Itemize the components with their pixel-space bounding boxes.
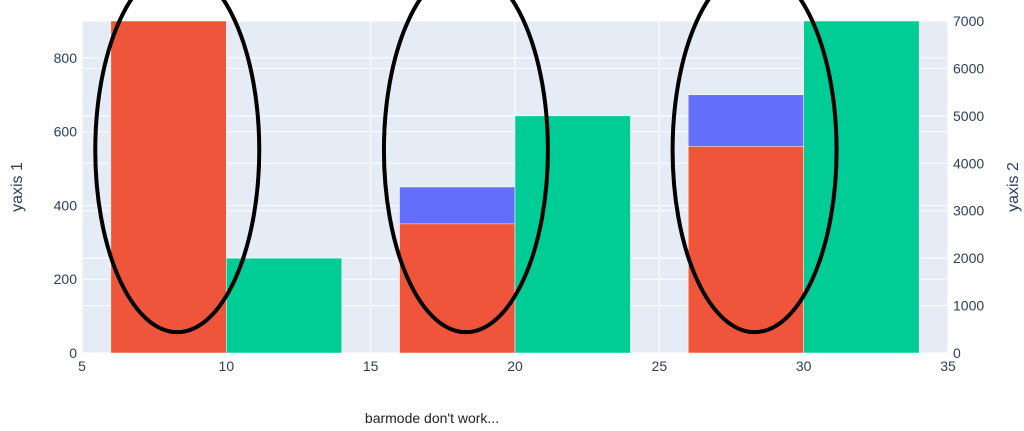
bar-series-2 bbox=[687, 146, 804, 354]
y2-tick-label: 5000 bbox=[953, 108, 984, 124]
y1-tick-label: 200 bbox=[54, 271, 78, 287]
x-tick-label: 30 bbox=[796, 358, 812, 374]
bars bbox=[110, 20, 920, 354]
x-tick-label: 25 bbox=[652, 358, 668, 374]
y2-tick-label: 7000 bbox=[953, 13, 984, 29]
annotation-ellipse bbox=[93, 0, 262, 335]
bar-series-2 bbox=[399, 223, 516, 354]
x-tick-label: 10 bbox=[219, 358, 235, 374]
y1-tick-label: 400 bbox=[54, 197, 78, 213]
bar-series-3 bbox=[514, 115, 631, 354]
y1-tick-label: 0 bbox=[69, 345, 77, 361]
y1-axis-title: yaxis 1 bbox=[9, 162, 26, 212]
y1-tick-label: 800 bbox=[54, 50, 78, 66]
y2-tick-label: 3000 bbox=[953, 203, 984, 219]
y2-tick-label: 1000 bbox=[953, 298, 984, 314]
y2-axis-title: yaxis 2 bbox=[1005, 162, 1022, 212]
annotations bbox=[93, 0, 839, 335]
y1-tick-label: 600 bbox=[54, 124, 78, 140]
x-tick-label: 20 bbox=[507, 358, 523, 374]
y2-tick-label: 2000 bbox=[953, 250, 984, 266]
bar-series-3 bbox=[803, 20, 920, 354]
x-tick-label: 35 bbox=[940, 358, 956, 374]
axes: 5 10 15 20 25 30 35020040060080001000200030004… bbox=[9, 13, 1022, 374]
chart-caption: barmode don't work... bbox=[364, 410, 500, 426]
y2-tick-label: 6000 bbox=[953, 60, 984, 76]
y2-tick-label: 4000 bbox=[953, 155, 984, 171]
bar-series-2 bbox=[110, 20, 227, 354]
x-tick-label: 5 bbox=[78, 358, 86, 374]
annotation-ellipse bbox=[670, 0, 839, 335]
annotation-ellipse bbox=[381, 0, 550, 335]
x-tick-label: 15 bbox=[363, 358, 379, 374]
y2-tick-label: 0 bbox=[953, 345, 961, 361]
bar-series-3 bbox=[226, 257, 343, 354]
